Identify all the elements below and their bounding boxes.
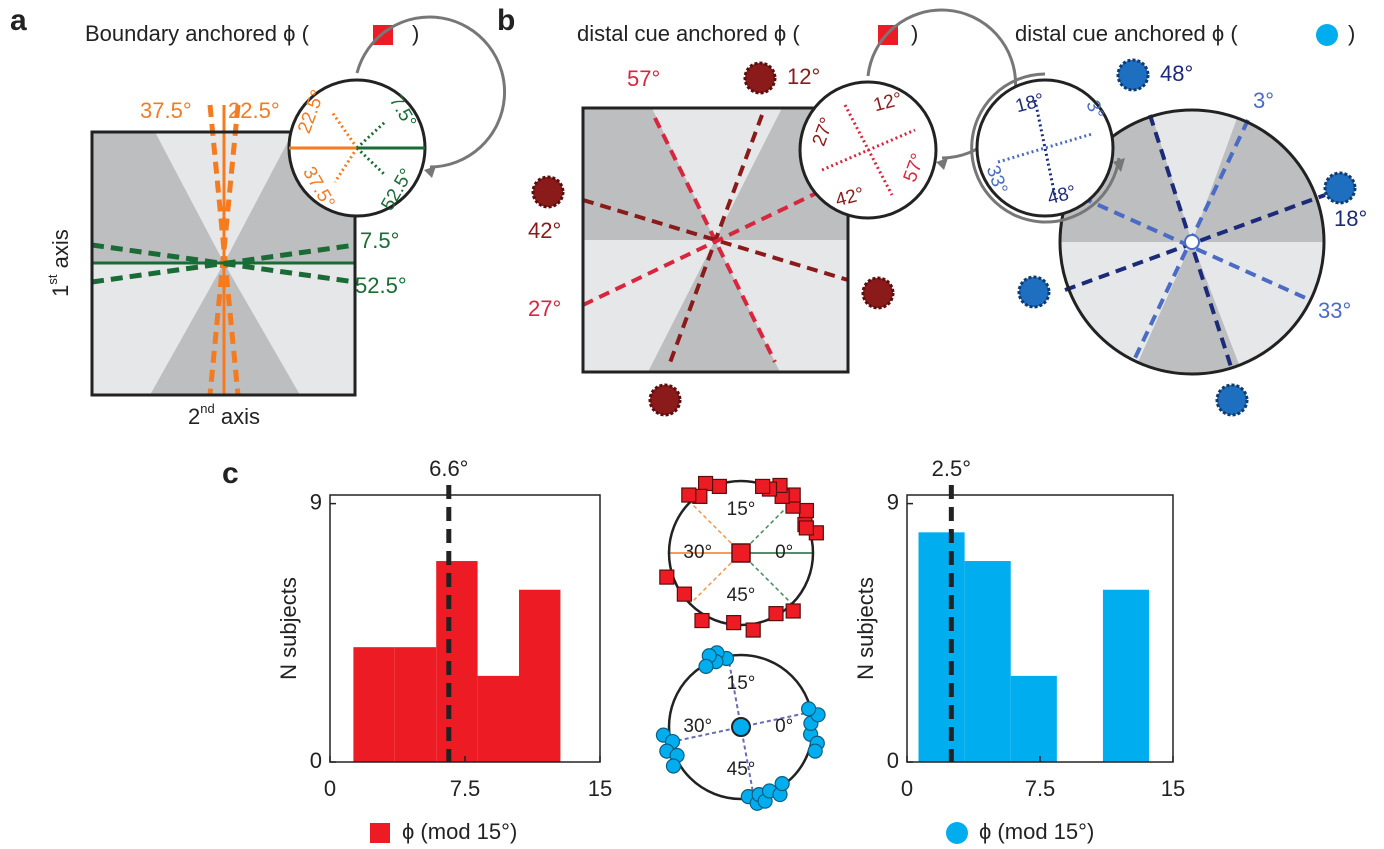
x-tick-label: 7.5: [1025, 776, 1056, 801]
marker: [808, 744, 822, 758]
angle-tick-label: 30°: [683, 716, 712, 737]
marker: [802, 702, 816, 716]
line-label: 33°: [1318, 298, 1351, 323]
angle-tick-label: 15°: [727, 499, 756, 520]
marker: [699, 477, 713, 491]
panel-title: Boundary anchored ϕ (: [85, 21, 310, 46]
marker: [677, 587, 691, 601]
legend-icon: [370, 823, 390, 843]
panel-letter: b: [497, 4, 515, 37]
x-tick-label: 7.5: [450, 776, 481, 801]
legend-label: ϕ (mod 15°): [979, 819, 1094, 844]
y-axis-label: N subjects: [853, 577, 878, 680]
marker: [799, 521, 813, 535]
panel-letter: c: [222, 457, 239, 490]
figure: a Boundary anchored ϕ ( ) 37.5° 22.5° 7.…: [0, 0, 1384, 849]
bar: [965, 561, 1011, 762]
marker: [660, 570, 674, 584]
axis-suffix: st: [45, 274, 60, 285]
x-tick-label: 15: [588, 776, 612, 801]
panel-title-close: ): [1348, 21, 1355, 46]
center-marker: [732, 544, 750, 562]
line-label: 37.5°: [140, 98, 192, 123]
x-tick-label: 0: [324, 776, 336, 801]
marker: [682, 488, 696, 502]
bar: [353, 647, 394, 762]
axis-suffix: nd: [200, 401, 214, 416]
marker: [746, 623, 760, 637]
marker: [727, 616, 741, 630]
bar: [436, 561, 477, 762]
angle-tick-label: 30°: [683, 542, 712, 563]
axis-number: 2: [188, 404, 200, 429]
line-label: 42°: [528, 218, 561, 243]
y-tick-label: 0: [887, 748, 899, 773]
marker: [769, 607, 783, 621]
axis-label: 2nd axis: [188, 401, 260, 428]
line-label: 22.5°: [228, 98, 280, 123]
marker: [799, 504, 813, 518]
panel-letter: a: [10, 4, 27, 37]
legend-label: ϕ (mod 15°): [402, 819, 517, 844]
marker: [775, 777, 789, 791]
angle-tick-label: 15°: [727, 673, 756, 694]
angle-tick-label: 0°: [775, 716, 793, 737]
x-tick-label: 15: [1161, 776, 1185, 801]
axis-number: 1: [48, 285, 73, 297]
angle-tick-label: 0°: [775, 542, 793, 563]
marker: [699, 659, 713, 673]
bar: [919, 532, 965, 762]
marker: [695, 614, 709, 628]
line-label: 18°: [1334, 206, 1367, 231]
title-icon: [1316, 24, 1338, 46]
y-tick-label: 0: [310, 748, 322, 773]
line-label: 3°: [1253, 88, 1274, 113]
angle-tick-label: 45°: [727, 759, 756, 780]
axis-text: axis: [215, 404, 260, 429]
bar: [1011, 676, 1057, 762]
angle-tick-label: 45°: [727, 585, 756, 606]
y-tick-label: 9: [310, 489, 322, 514]
panel-title: distal cue anchored ϕ (: [1015, 21, 1238, 46]
line-label: 57°: [627, 66, 660, 91]
center-marker: [732, 718, 750, 736]
line-label: 48°: [1160, 61, 1193, 86]
panel-title-close: ): [412, 21, 419, 46]
marker: [666, 759, 680, 773]
line-label: 52.5°: [355, 273, 407, 298]
bar: [395, 647, 436, 762]
axis-text: axis: [48, 229, 73, 274]
line-label: 7.5°: [360, 228, 399, 253]
mean-label: 2.5°: [932, 456, 971, 481]
bar: [1103, 590, 1149, 762]
panel-title: distal cue anchored ϕ (: [577, 21, 800, 46]
legend-icon: [946, 822, 968, 844]
y-axis-label: N subjects: [276, 577, 301, 680]
line-label: 12°: [787, 64, 820, 89]
marker: [786, 604, 800, 618]
bar: [519, 590, 560, 762]
marker: [756, 479, 770, 493]
bar: [478, 676, 519, 762]
line-label: 27°: [528, 296, 561, 321]
mean-label: 6.6°: [429, 456, 468, 481]
panel-title-close: ): [911, 21, 918, 46]
marker: [712, 479, 726, 493]
axis-label: 1st axis: [45, 229, 72, 297]
x-tick-label: 0: [901, 776, 913, 801]
y-tick-label: 9: [887, 489, 899, 514]
